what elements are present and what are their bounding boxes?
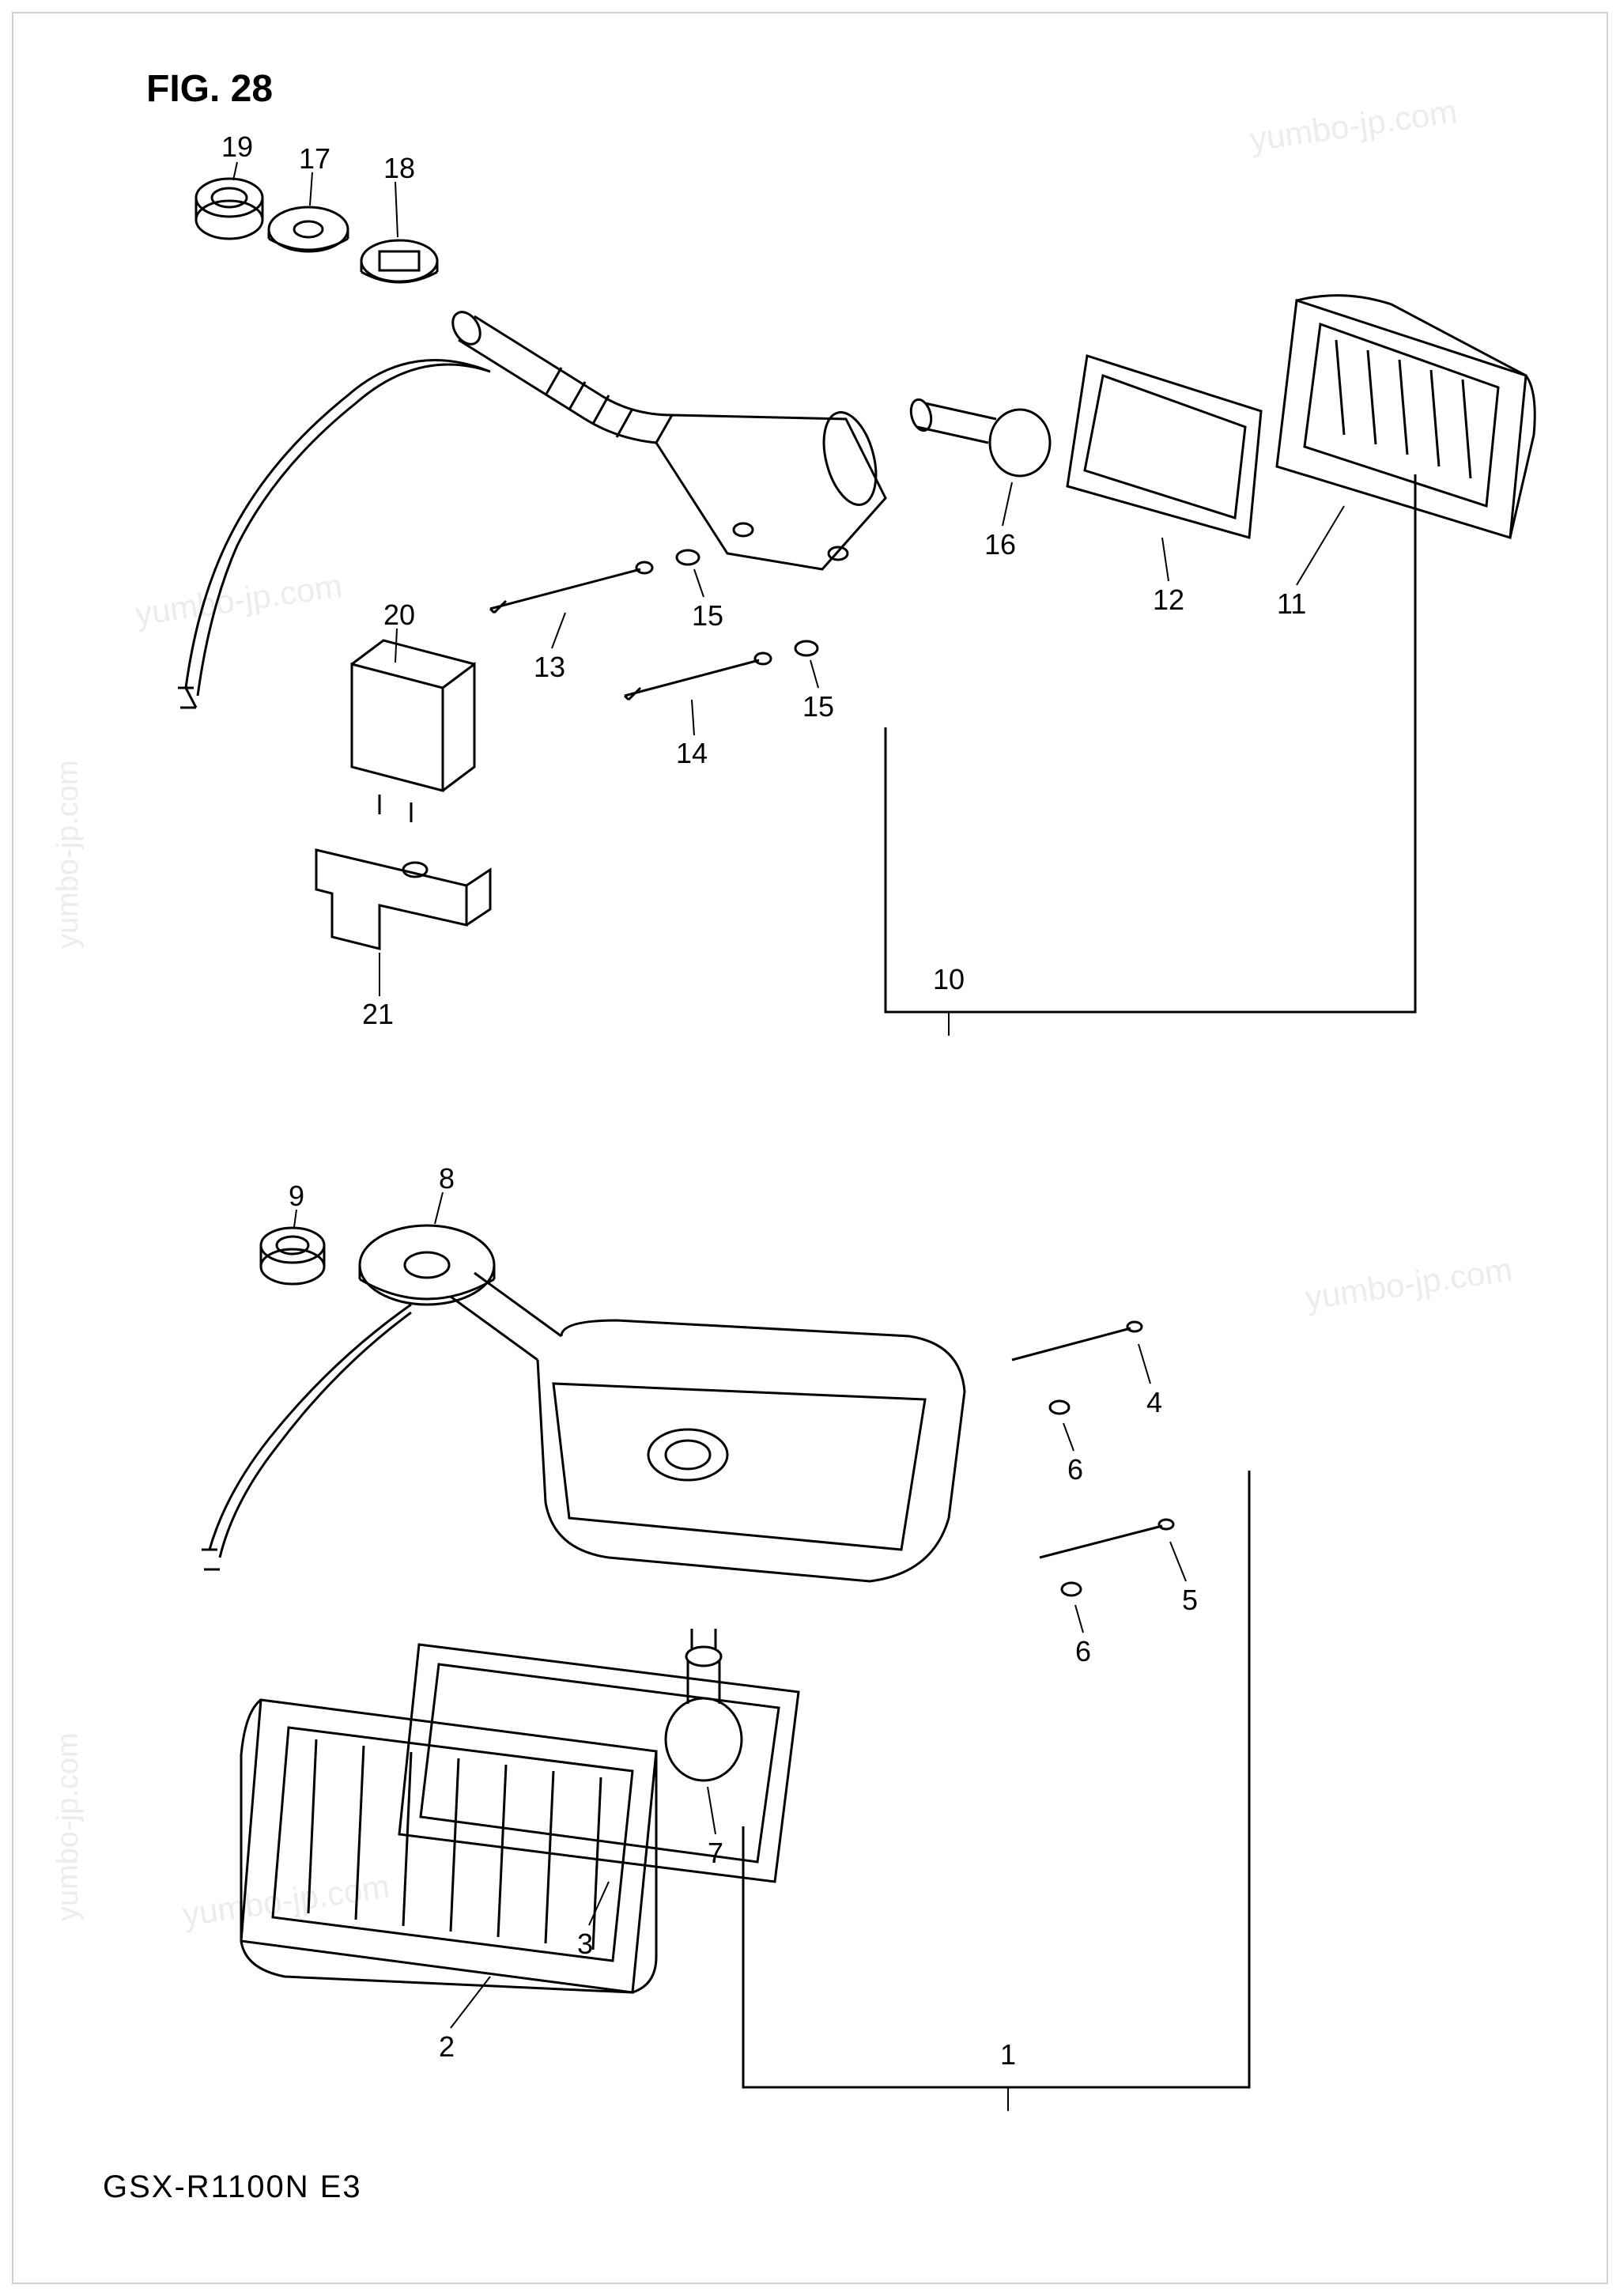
callout-11: 11 [1277, 587, 1306, 621]
part-nut-19 [196, 179, 262, 239]
callout-7: 7 [708, 1837, 723, 1870]
callout-13: 13 [534, 651, 565, 684]
callout-8: 8 [439, 1162, 455, 1195]
part-washer-6b [1062, 1583, 1081, 1595]
part-wire-lead-bottom [202, 1305, 411, 1569]
part-turn-signal-body [447, 307, 886, 569]
callout-15a: 15 [692, 599, 723, 633]
callout-2: 2 [439, 2030, 455, 2064]
callout-17: 17 [299, 142, 330, 176]
callout-5: 5 [1182, 1584, 1198, 1617]
part-grommet-8 [360, 1225, 494, 1305]
part-relay-20 [352, 640, 474, 822]
bracket-line-1 [743, 1471, 1249, 2087]
part-bulb-7 [666, 1629, 742, 1781]
callout-19: 19 [221, 130, 253, 164]
callout-10: 10 [933, 963, 965, 996]
part-washer-15b [795, 641, 818, 655]
callout-4: 4 [1146, 1386, 1162, 1419]
callout-6b: 6 [1075, 1635, 1091, 1668]
part-lens-11 [1277, 296, 1535, 538]
callout-3: 3 [577, 1928, 593, 1961]
part-screw-13 [490, 562, 652, 613]
callout-20: 20 [383, 599, 415, 632]
callout-16: 16 [984, 528, 1016, 561]
part-bracket-21 [316, 850, 490, 949]
part-screw-5 [1040, 1520, 1173, 1558]
part-turn-signal-body-bottom [451, 1273, 965, 1581]
callout-15b: 15 [802, 690, 834, 723]
part-screw-14 [625, 653, 771, 700]
callout-21: 21 [362, 998, 394, 1031]
part-screw-4 [1012, 1322, 1142, 1360]
part-washer-6a [1050, 1401, 1069, 1414]
callout-9: 9 [289, 1180, 304, 1213]
part-gasket-12 [1067, 356, 1261, 538]
callout-14: 14 [676, 737, 708, 770]
part-washer-17 [269, 207, 348, 251]
part-bulb-16 [908, 398, 1050, 476]
part-nut-9 [261, 1228, 324, 1284]
exploded-diagram [0, 0, 1620, 2296]
callout-6a: 6 [1067, 1453, 1083, 1486]
part-washer-15a [677, 550, 699, 565]
model-label: GSX-R1100N E3 [103, 2169, 362, 2205]
part-lens-2 [241, 1700, 656, 1992]
callout-12: 12 [1153, 583, 1184, 617]
part-washer-18 [361, 240, 437, 282]
callout-1: 1 [1000, 2038, 1016, 2071]
bracket-line-10 [886, 474, 1415, 1012]
callout-18: 18 [383, 152, 415, 185]
